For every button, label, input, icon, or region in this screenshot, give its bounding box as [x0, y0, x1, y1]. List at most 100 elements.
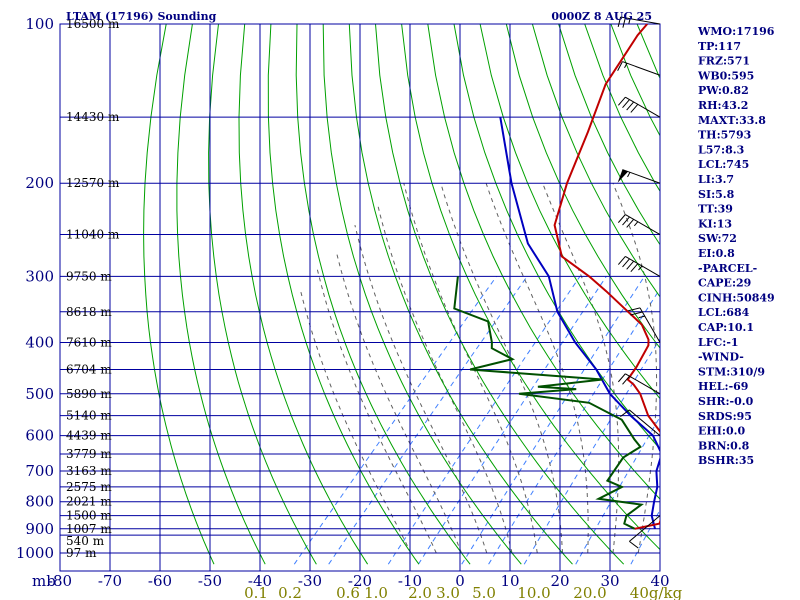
wind-barb-staff [625, 373, 661, 395]
height-label: 9750 m [66, 269, 112, 283]
index-item: TT:39 [698, 203, 733, 216]
wind-barb-half [627, 172, 631, 178]
mixing-ratio-label: 1.0 [364, 584, 388, 600]
chart-datetime: 0000Z 8 AUG 25 [551, 10, 652, 23]
wind-barb-full [630, 104, 639, 113]
dewpoint-line [453, 276, 644, 530]
wind-barb-full [622, 99, 630, 109]
plot-frame [59, 23, 661, 572]
wind-barb [617, 169, 661, 184]
index-item: RH:43.2 [698, 99, 748, 112]
mixing-ratio-line [387, 276, 581, 565]
height-label: 3779 m [66, 447, 112, 461]
temperature-tick-label: -80 [48, 572, 72, 590]
temperature-tick-label: -70 [98, 572, 122, 590]
wind-barb-full [620, 409, 630, 418]
wind-barb [617, 61, 661, 76]
wind-barb-staff [622, 169, 661, 184]
dry-adiabat-line [267, 24, 420, 565]
wind-barb-full [622, 258, 630, 268]
index-item: BSHR:35 [698, 454, 754, 467]
height-label: 3163 m [66, 464, 112, 478]
height-label: 7610 m [66, 335, 112, 349]
wind-barb-staff [622, 61, 661, 76]
index-item: PW:0.82 [698, 84, 749, 97]
wind-barb-full [617, 256, 626, 265]
height-label: 2021 m [66, 495, 112, 509]
moist-adiabat-line [485, 183, 589, 553]
temperature-tick-label: -60 [148, 572, 172, 590]
mixing-ratio-label: 0.2 [278, 584, 302, 600]
index-item: -PARCEL- [698, 262, 757, 275]
wind-barb-full [630, 311, 643, 316]
height-label: 4439 m [66, 429, 112, 443]
index-item: HEL:-69 [698, 380, 748, 393]
pressure-tick-label: 200 [25, 174, 54, 192]
wind-barb-staff [639, 307, 661, 343]
index-item: FRZ:571 [698, 55, 750, 68]
moist-adiabat-line [542, 183, 620, 554]
dry-adiabat-line [375, 24, 625, 565]
pressure-tick-label: 100 [25, 15, 54, 33]
height-label: 5140 m [66, 409, 112, 423]
wind-barb-pennant [617, 169, 629, 183]
pressure-tick-label: 1000 [16, 544, 54, 562]
wind-barb [620, 409, 661, 437]
wind-barb [617, 255, 661, 277]
index-item: TP:117 [698, 40, 741, 53]
height-label: 1500 m [66, 509, 112, 523]
wind-barb [617, 373, 661, 395]
wind-barb-half [638, 315, 645, 319]
index-item: SW:72 [698, 232, 737, 245]
dry-adiabats [143, 24, 660, 565]
dry-adiabat-line [453, 24, 660, 450]
wind-barb-full [617, 96, 626, 106]
mixing-ratio-label: 20.0 [573, 584, 606, 600]
mixing-ratio-labels: 0.1 0.2 0.6 1.0 2.0 3.0 5.0 10.0 20.0 40g/kg [244, 584, 683, 600]
wind-barb-full [617, 214, 626, 223]
wind-barb-full [617, 373, 626, 383]
wind-barb [629, 515, 661, 549]
mixing-ratio-line [488, 287, 660, 565]
axis-grid [59, 23, 661, 572]
index-item: CAP:10.1 [698, 321, 754, 334]
mixing-ratio-label: 0.6 [336, 584, 360, 600]
index-item: CINH:50849 [698, 291, 775, 304]
temperature-series [553, 24, 660, 530]
wind-barb-staff [625, 214, 661, 235]
x-axis-unit: mb [32, 572, 56, 590]
dewpoint-series [453, 276, 644, 530]
index-item: LCL:745 [698, 158, 749, 171]
wind-barb-half [628, 18, 631, 24]
height-label: 540 m [66, 534, 105, 548]
wind-barb-full [626, 260, 635, 270]
height-label: 12570 m [66, 176, 120, 190]
wind-barb-full [617, 16, 622, 27]
mixing-ratio-label: 5.0 [472, 584, 496, 600]
index-item: SHR:-0.0 [698, 395, 754, 408]
moist-adiabat-line [612, 183, 658, 554]
dry-adiabat-line [322, 24, 522, 565]
index-item: EI:0.8 [698, 247, 735, 260]
chart-title: LTAM (17196) Sounding [66, 10, 217, 23]
pressure-tick-label: 600 [25, 427, 54, 445]
wind-barbs [617, 16, 661, 549]
temperature-tick-label: 0 [455, 572, 465, 590]
pressure-tick-label: 500 [25, 385, 54, 403]
wind-barb [617, 96, 661, 118]
height-label: 1007 m [66, 522, 112, 536]
dry-adiabat-line [479, 24, 660, 400]
wind-barb-full [630, 263, 639, 273]
wind-barb-full [629, 540, 639, 549]
mixing-ratio-label: 40g/kg [630, 584, 683, 600]
wind-barb-staff [625, 96, 661, 118]
mixing-ratio-line [293, 276, 497, 565]
index-item: WMO:17196 [697, 25, 775, 38]
moist-adiabat-line [316, 268, 437, 554]
temperature-tick-label: 40 [650, 572, 669, 590]
dry-adiabat-line [176, 24, 266, 565]
index-item: SRDS:95 [698, 410, 752, 423]
index-item: LFC:-1 [698, 336, 739, 349]
